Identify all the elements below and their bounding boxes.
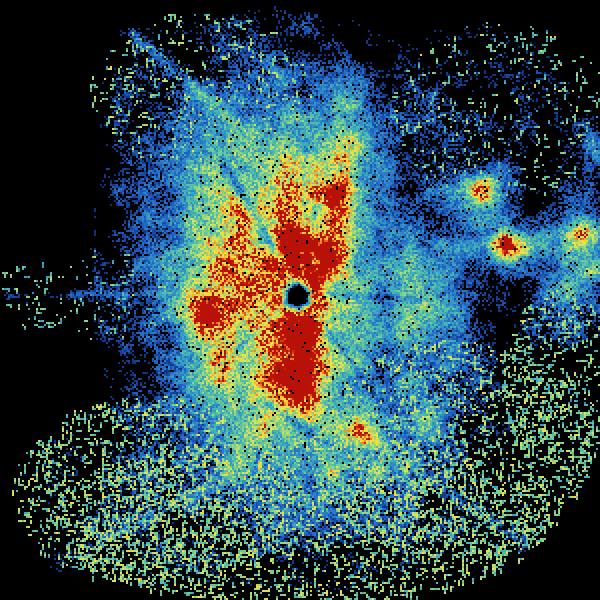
density-heatmap-canvas <box>0 0 600 600</box>
visualization-root: Point Density Heatmap <box>0 0 600 600</box>
